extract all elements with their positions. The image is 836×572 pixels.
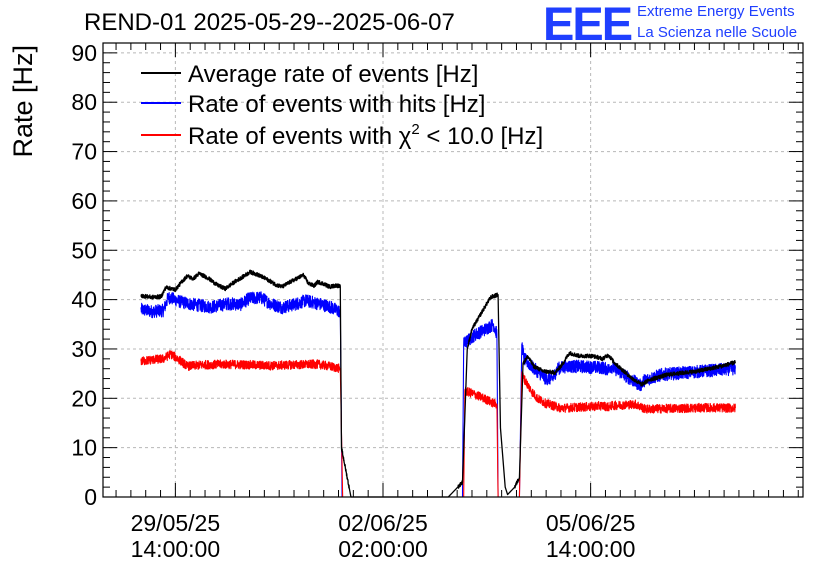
- y-tick-label: 20: [71, 385, 97, 411]
- brand-line-1: Extreme Energy Events: [637, 3, 795, 20]
- y-axis-title: Rate [Hz]: [8, 45, 38, 158]
- eee-logo: EEE: [543, 0, 633, 50]
- legend-label: Rate of events with χ2 < 10.0 [Hz]: [188, 121, 543, 150]
- x-tick-label-time: 02:00:00: [338, 536, 428, 562]
- chart-title: REND-01 2025-05-29--2025-06-07: [84, 9, 455, 36]
- y-tick-label: 50: [71, 237, 97, 263]
- y-tick-label: 30: [71, 336, 97, 362]
- y-tick-label: 70: [71, 139, 97, 165]
- x-tick-label-date: 05/06/25: [546, 510, 636, 536]
- series-line-chi2: [140, 349, 736, 498]
- x-tick-label-date: 29/05/25: [131, 510, 221, 536]
- series-line-hits: [140, 291, 736, 498]
- brand-line-2: La Scienza nelle Scuole: [637, 24, 798, 41]
- y-tick-label: 10: [71, 435, 97, 461]
- legend-label: Average rate of events [Hz]: [188, 61, 478, 88]
- y-tick-label: 80: [71, 89, 97, 115]
- y-tick-label: 0: [84, 484, 97, 510]
- x-tick-label-date: 02/06/25: [338, 510, 428, 536]
- y-tick-label: 90: [71, 40, 97, 66]
- y-tick-label: 60: [71, 188, 97, 214]
- y-tick-label: 40: [71, 287, 97, 313]
- x-tick-label-time: 14:00:00: [546, 536, 636, 562]
- legend-label: Rate of events with hits [Hz]: [188, 91, 485, 118]
- x-tick-label-time: 14:00:00: [131, 536, 221, 562]
